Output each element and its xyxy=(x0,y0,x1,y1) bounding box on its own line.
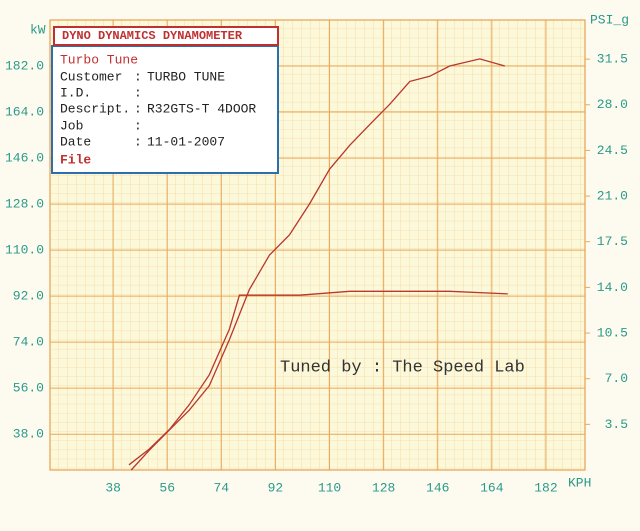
x-axis-label: KPH xyxy=(568,475,591,490)
y2-tick-label: 21.0 xyxy=(597,189,628,204)
info-heading: Turbo Tune xyxy=(60,52,138,67)
y2-tick-label: 10.5 xyxy=(597,325,628,340)
info-label: Descript. xyxy=(60,101,130,116)
y2-tick-label: 24.5 xyxy=(597,143,628,158)
info-value: 11-01-2007 xyxy=(147,134,225,149)
y-tick-label: 164.0 xyxy=(5,104,44,119)
y-tick-label: 146.0 xyxy=(5,151,44,166)
y-tick-label: 110.0 xyxy=(5,243,44,258)
y2-tick-label: 14.0 xyxy=(597,280,628,295)
info-label: I.D. xyxy=(60,85,91,100)
info-value: R32GTS-T 4DOOR xyxy=(147,101,256,116)
y-axis-label: kW xyxy=(30,22,46,37)
y-tick-label: 182.0 xyxy=(5,58,44,73)
y-tick-label: 74.0 xyxy=(13,335,44,350)
info-value: TURBO TUNE xyxy=(147,69,225,84)
chart-title: DYNO DYNAMICS DYNAMOMETER xyxy=(62,29,243,43)
y2-tick-label: 28.0 xyxy=(597,97,628,112)
x-tick-label: 74 xyxy=(214,480,230,495)
y-tick-label: 38.0 xyxy=(13,427,44,442)
y2-axis-label: PSI_g xyxy=(590,12,629,27)
info-separator: : xyxy=(134,101,142,116)
info-label: Customer xyxy=(60,69,122,84)
x-tick-label: 128 xyxy=(372,480,395,495)
y-tick-label: 56.0 xyxy=(13,381,44,396)
title-box xyxy=(53,26,279,46)
plot-border xyxy=(49,19,586,471)
info-label: Job xyxy=(60,118,83,133)
x-tick-label: 164 xyxy=(480,480,504,495)
info-label: File xyxy=(60,152,91,167)
info-separator: : xyxy=(134,118,142,133)
info-separator: : xyxy=(134,69,142,84)
x-tick-label: 38 xyxy=(105,480,121,495)
y2-tick-label: 7.0 xyxy=(605,371,628,386)
y2-tick-label: 3.5 xyxy=(605,417,628,432)
y2-tick-label: 31.5 xyxy=(597,52,628,67)
x-tick-label: 56 xyxy=(159,480,175,495)
data-line xyxy=(130,58,505,471)
x-tick-label: 110 xyxy=(318,480,341,495)
y-tick-label: 128.0 xyxy=(5,197,44,212)
annotation: Tuned by : The Speed Lab xyxy=(280,358,525,377)
info-separator: : xyxy=(134,134,142,149)
y-tick-label: 92.0 xyxy=(13,289,44,304)
info-separator: : xyxy=(134,85,142,100)
data-line xyxy=(128,290,508,466)
x-tick-label: 146 xyxy=(426,480,449,495)
info-label: Date xyxy=(60,134,91,149)
info-box xyxy=(51,45,279,174)
x-tick-label: 182 xyxy=(534,480,557,495)
x-tick-label: 92 xyxy=(268,480,284,495)
y2-tick-label: 17.5 xyxy=(597,234,628,249)
